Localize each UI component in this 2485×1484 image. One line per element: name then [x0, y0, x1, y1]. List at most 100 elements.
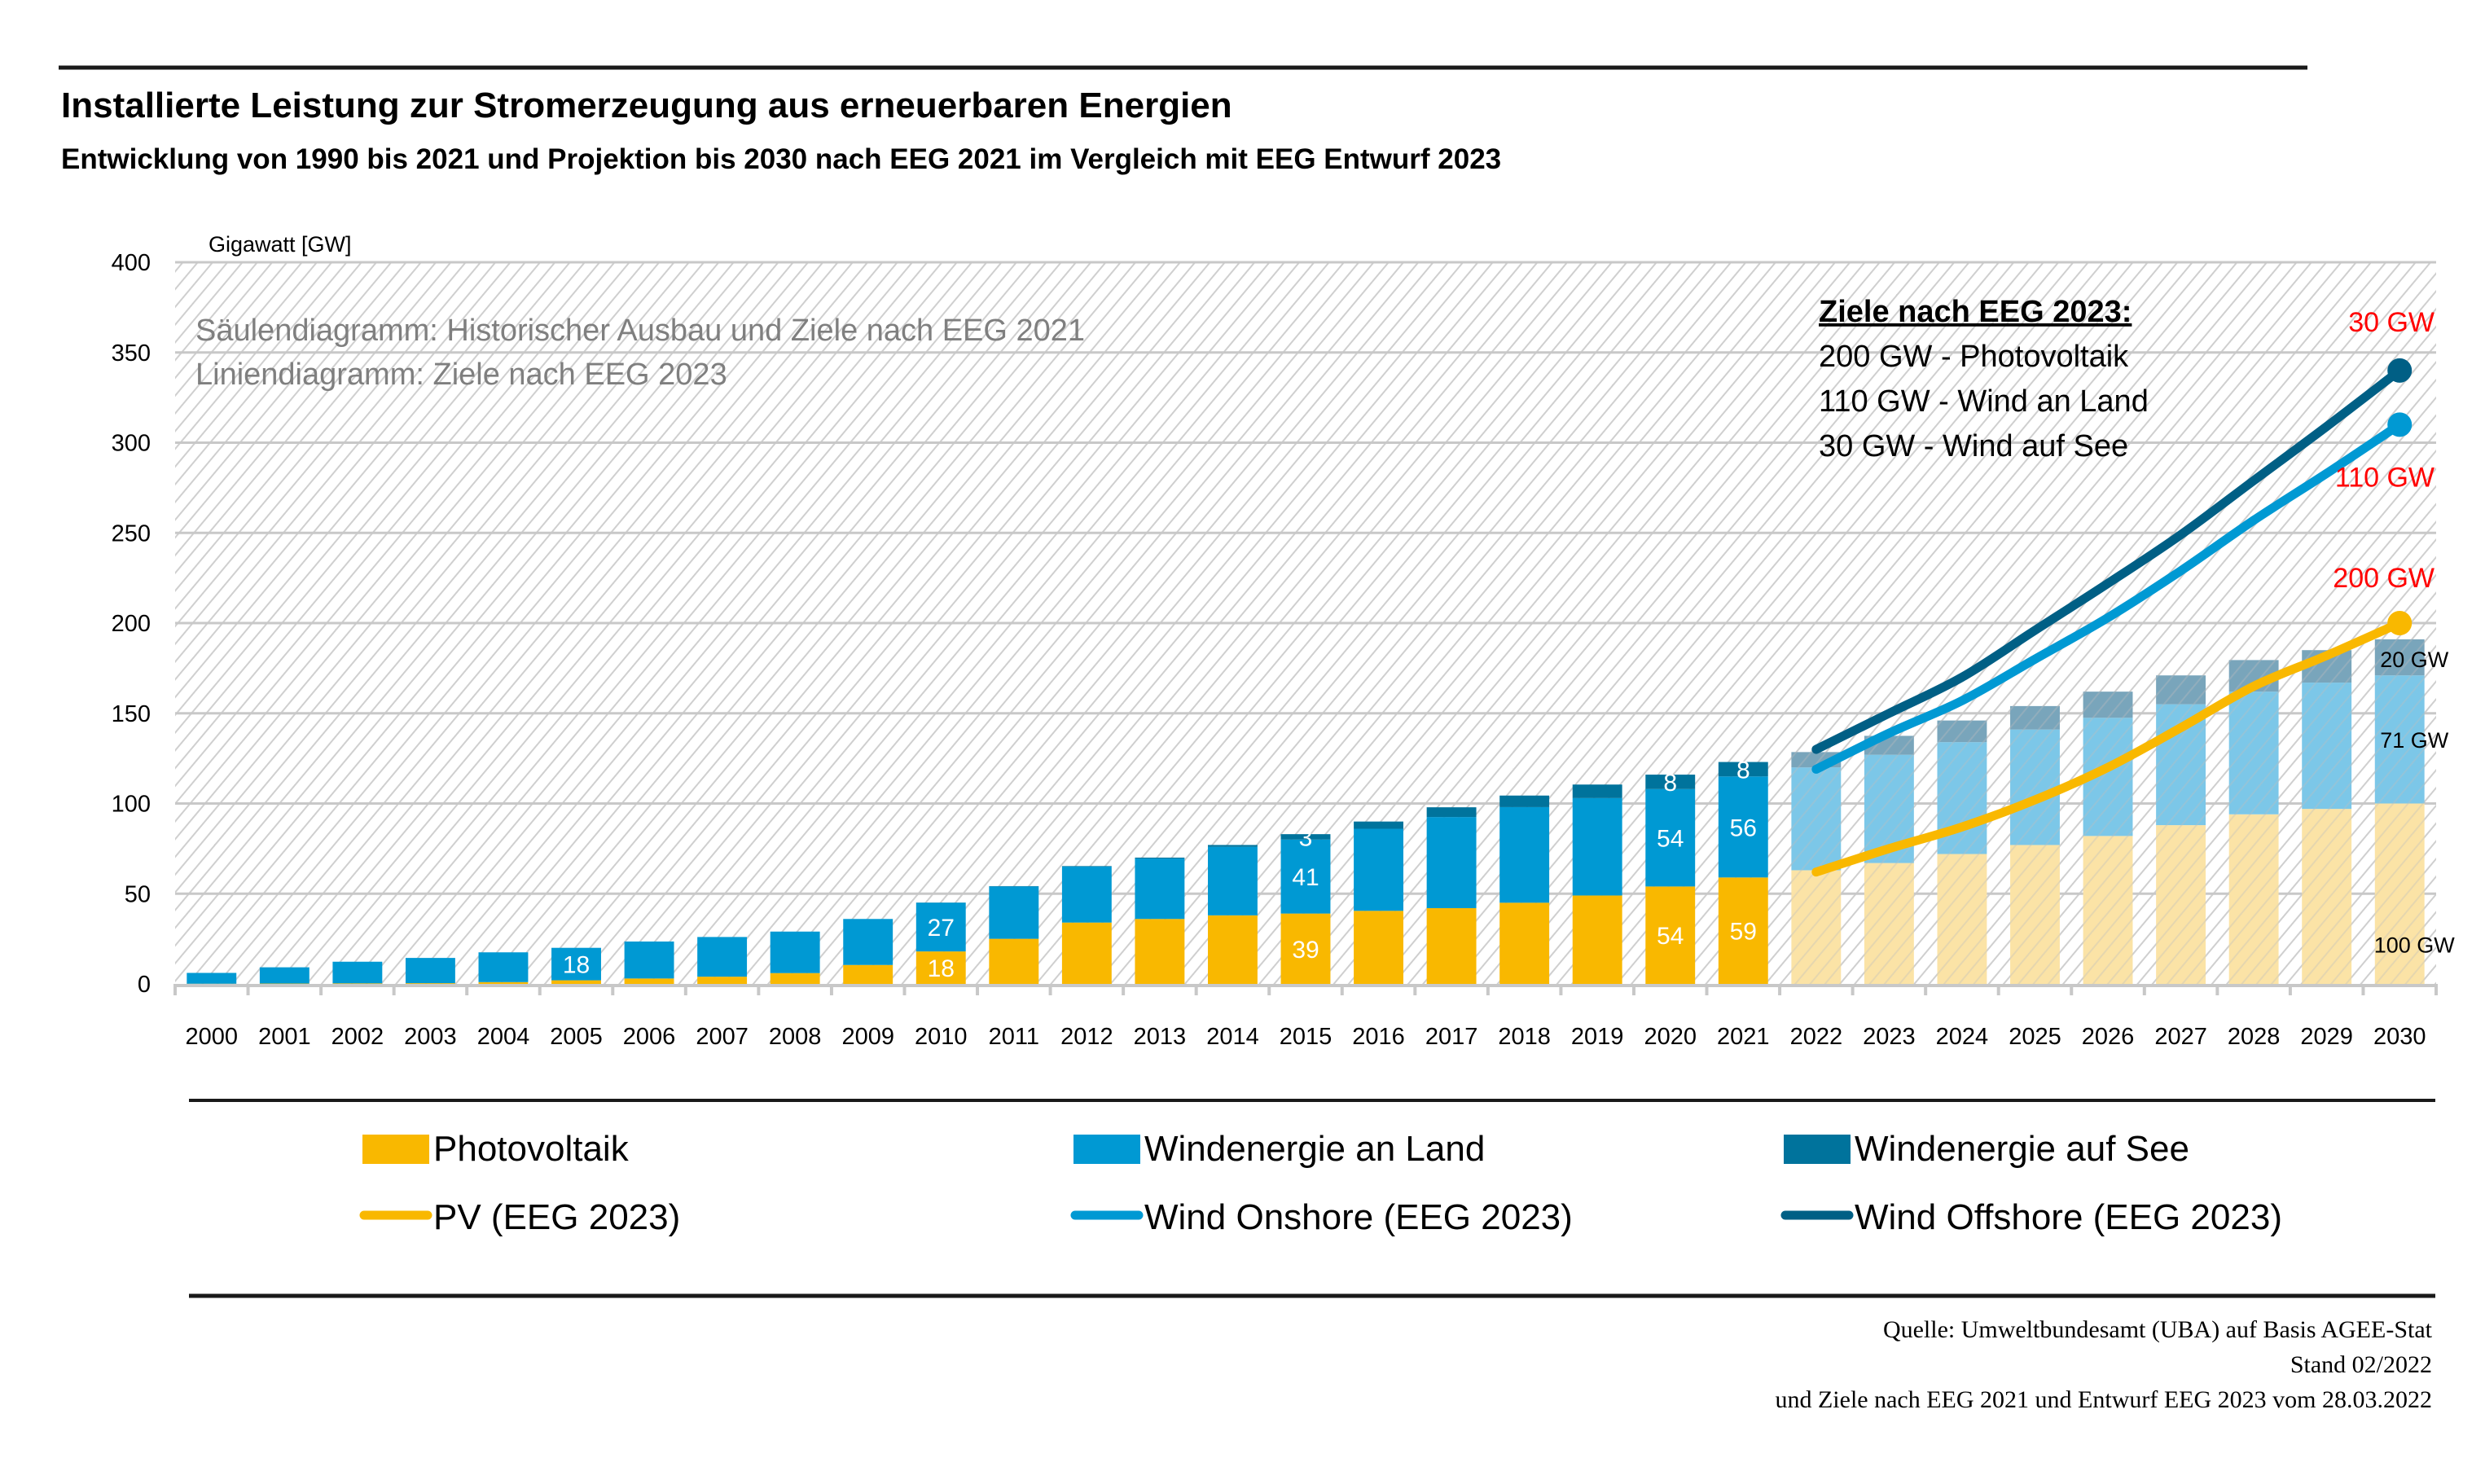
bar-hatch-overlay: [1937, 720, 1987, 743]
bar-photovoltaik-2003: [405, 983, 455, 984]
bar-photovoltaik-2017: [1426, 907, 1477, 984]
bar-windenergie-an-land-2007: [697, 937, 748, 977]
bar-hatch-overlay: [2302, 683, 2352, 810]
bar-series: [187, 639, 2425, 984]
footer-source: Quelle: Umweltbundesamt (UBA) auf Basis …: [1883, 1316, 2433, 1343]
goal-offshore: 30 GW - Wind auf See: [1819, 429, 2128, 463]
bar-data-label: 41: [1292, 864, 1319, 891]
bar-end-label: 71 GW: [2380, 728, 2449, 753]
x-tick-label: 2025: [2009, 1024, 2061, 1050]
y-axis-label: Gigawatt [GW]: [209, 232, 352, 257]
x-tick-label: 2024: [1936, 1024, 1989, 1050]
bar-photovoltaik-2002: [332, 983, 383, 984]
x-tick-label: 2020: [1644, 1024, 1697, 1050]
bar-hatch-overlay: [2156, 675, 2206, 705]
bar-hatch-overlay: [1864, 863, 1914, 984]
bar-hatch-overlay: [2083, 692, 2133, 718]
note-lines: Liniendiagramm: Ziele nach EEG 2023: [195, 358, 727, 392]
bar-windenergie-an-land-2004: [478, 952, 529, 982]
footer-targets: und Ziele nach EEG 2021 und Entwurf EEG …: [1775, 1386, 2432, 1413]
bar-data-label: 56: [1730, 814, 1757, 841]
x-tick-label: 2004: [477, 1024, 530, 1050]
bar-photovoltaik-2008: [770, 973, 820, 984]
bar-windenergie-an-land-2006: [624, 941, 674, 979]
x-tick-label: 2029: [2300, 1024, 2353, 1050]
x-tick-label: 2005: [550, 1024, 603, 1050]
bar-data-label: 39: [1292, 937, 1319, 964]
bar-photovoltaik-2018: [1499, 902, 1550, 984]
bar-hatch-overlay: [2010, 705, 2060, 730]
legend-item-onshore: Windenergie an Land: [1073, 1129, 1485, 1169]
bar-windenergie-an-land-2009: [843, 919, 893, 965]
legend-swatch-onshore: [1073, 1135, 1140, 1164]
bar-data-label: 8: [1736, 757, 1750, 784]
bar-photovoltaik-2011: [989, 938, 1039, 984]
x-tick-label: 2010: [915, 1024, 968, 1050]
bar-windenergie-an-land-2003: [405, 958, 455, 984]
bar-windenergie-an-land-2018: [1499, 806, 1550, 903]
bar-photovoltaik-2010: [915, 951, 966, 984]
bar-hatch-overlay: [2010, 729, 2060, 845]
x-tick-label: 2012: [1060, 1024, 1113, 1050]
x-tick-label: 2017: [1425, 1024, 1478, 1050]
bar-photovoltaik-2015: [1280, 913, 1331, 984]
bar-hatch-overlay: [2302, 809, 2352, 984]
bar-data-label: 59: [1730, 919, 1757, 946]
bar-windenergie-an-land-2008: [770, 931, 820, 973]
bar-data-label: 3: [1299, 824, 1313, 851]
line-series: [1811, 358, 2413, 877]
bar-windenergie-an-land-2013: [1135, 858, 1185, 920]
legend-label: Wind Onshore (EEG 2023): [1144, 1197, 1573, 1237]
bar-windenergie-an-land-2016: [1354, 828, 1403, 911]
bar-windenergie-auf-see-2016: [1354, 821, 1403, 829]
bar-hatch-overlay: [2374, 803, 2425, 984]
bar-photovoltaik-2013: [1135, 919, 1185, 984]
bar-windenergie-an-land-2019: [1572, 797, 1622, 896]
bar-hatch-overlay: [2228, 692, 2279, 814]
x-tick-label: 2008: [769, 1024, 822, 1050]
y-tick-label: 50: [125, 881, 151, 907]
bar-hatch-overlay: [1937, 742, 1987, 854]
bar-windenergie-an-land-2014: [1208, 846, 1258, 915]
bar-windenergie-auf-see-2019: [1572, 784, 1622, 798]
legend-swatch-pv: [362, 1135, 429, 1164]
footer-date: Stand 02/2022: [2290, 1351, 2432, 1378]
legend-item-photovoltaik: Photovoltaik: [362, 1129, 630, 1169]
legend-swatch-offshore: [1784, 1135, 1851, 1164]
target-label: 200 GW: [2333, 563, 2435, 594]
x-tick-label: 2003: [404, 1024, 457, 1050]
bar-windenergie-auf-see-2021: [1718, 762, 1768, 777]
legend-label: Photovoltaik: [433, 1129, 630, 1169]
legend: Photovoltaik Windenergie an Land Windene…: [359, 1129, 2282, 1237]
y-tick-label: 0: [138, 972, 151, 998]
bar-end-label: 100 GW: [2374, 933, 2456, 957]
x-tick-label: 2002: [331, 1024, 384, 1050]
bar-windenergie-an-land-2017: [1426, 817, 1477, 908]
x-tick-label: 2000: [186, 1024, 239, 1050]
goal-pv: 200 GW - Photovoltaik: [1819, 340, 2129, 374]
bar-data-label: 18: [563, 952, 590, 979]
chart-title: Installierte Leistung zur Stromerzeugung…: [61, 86, 1232, 125]
footer: Quelle: Umweltbundesamt (UBA) auf Basis …: [1775, 1316, 2432, 1413]
line-pv-eeg-2023: [1811, 618, 2404, 877]
bar-hatch-overlay: [2083, 836, 2133, 984]
y-tick-label: 200: [112, 611, 151, 637]
x-tick-label: 2015: [1280, 1024, 1333, 1050]
bar-windenergie-an-land-2001: [259, 967, 310, 984]
bar-hatch-overlay: [1791, 767, 1842, 871]
bar-windenergie-auf-see-2014: [1208, 845, 1258, 847]
target-label: 110 GW: [2335, 462, 2435, 493]
target-label: 30 GW: [2348, 307, 2435, 338]
y-axis: 0 50 100 150 200 250 300 350 400: [112, 250, 151, 998]
bar-windenergie-an-land-2015: [1280, 839, 1331, 914]
legend-label: Wind Offshore (EEG 2023): [1855, 1197, 2282, 1237]
legend-label: Windenergie auf See: [1855, 1129, 2189, 1169]
bar-end-label: 20 GW: [2380, 648, 2449, 672]
legend-label: PV (EEG 2023): [433, 1197, 680, 1237]
x-tick-label: 2018: [1498, 1024, 1551, 1050]
bar-hatch-overlay: [2228, 814, 2279, 984]
line-endpoint-wind-offshore-eeg-2023: [2387, 358, 2413, 383]
bar-photovoltaik-2007: [697, 977, 748, 984]
y-tick-label: 400: [112, 250, 151, 276]
